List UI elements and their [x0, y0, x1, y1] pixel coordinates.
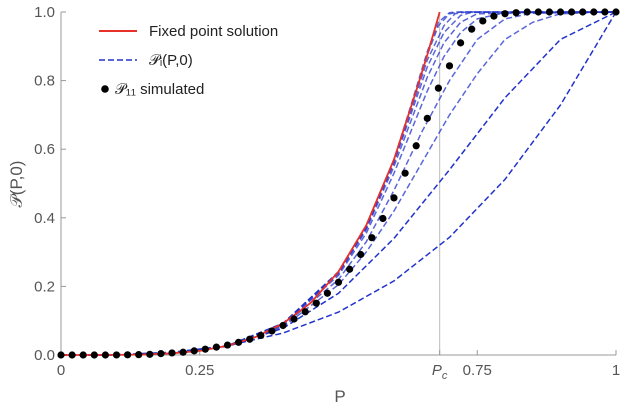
sim-point	[235, 338, 243, 346]
x-tick-label: Pc	[432, 362, 448, 382]
sim-point	[423, 114, 431, 122]
sim-point	[357, 250, 365, 259]
sim-point	[579, 8, 587, 16]
y-tick-label: 0.0	[34, 347, 55, 364]
sim-point	[290, 315, 298, 323]
sim-point	[523, 8, 531, 16]
sim-point	[90, 351, 98, 359]
dashed-curve-2	[60, 11, 617, 356]
series	[57, 8, 620, 359]
sim-point	[512, 9, 520, 17]
sim-point	[246, 335, 254, 343]
legend-label: Fixed point solution	[149, 23, 278, 40]
dashed-curve-1	[60, 11, 617, 356]
dashed-curve-9	[60, 11, 616, 356]
x-tick-label: 0.25	[185, 362, 214, 379]
y-tick-label: 0.2	[34, 278, 55, 295]
sim-point	[545, 8, 554, 16]
y-tick-label: 0.6	[34, 141, 55, 158]
sim-point	[479, 17, 487, 25]
legend-label: 𝒫ᵢ(P,0)	[149, 52, 193, 69]
sim-point	[434, 84, 442, 92]
fixed-point-curve	[61, 11, 441, 356]
dashed-curve-8	[60, 11, 616, 356]
sim-point	[257, 331, 265, 340]
sim-point	[601, 8, 609, 16]
sim-point	[612, 8, 620, 16]
y-axis-title: 𝒫(P,0)	[7, 161, 26, 208]
dashed-curve-3	[60, 11, 617, 356]
sim-point	[534, 8, 542, 16]
sim-point	[301, 308, 309, 316]
sim-point	[468, 25, 476, 33]
dashed-curve-7	[60, 11, 617, 356]
sim-point	[501, 10, 509, 18]
sim-point	[568, 8, 576, 16]
sim-point	[135, 351, 143, 359]
sim-point	[201, 345, 209, 353]
sim-point	[112, 351, 121, 359]
sim-point	[157, 350, 165, 358]
sim-point	[268, 327, 276, 335]
legend-swatch-dot	[101, 85, 109, 93]
dashed-curve-4	[60, 11, 617, 356]
sim-point	[79, 351, 87, 359]
sim-point	[412, 142, 420, 150]
dashed-curve-5	[60, 11, 617, 356]
sim-point	[590, 8, 598, 16]
ticks: 0 0.25 Pc 0.75 1 0.0 0.2 0.4 0.6 0.8 1.0	[34, 4, 620, 382]
dashed-curve-6	[60, 11, 617, 356]
sim-point	[401, 169, 409, 177]
sim-point	[368, 234, 376, 242]
sim-point	[312, 299, 320, 307]
sim-point	[124, 351, 132, 359]
x-tick-label: 0.75	[463, 362, 492, 379]
sim-point	[323, 289, 331, 297]
sim-point	[57, 351, 65, 359]
sim-point	[179, 348, 187, 356]
sim-point	[334, 278, 343, 286]
sim-point	[445, 62, 454, 70]
sim-point	[279, 321, 287, 330]
y-tick-label: 0.8	[34, 73, 55, 90]
x-tick-label: 0	[57, 362, 65, 379]
sim-point	[212, 343, 220, 351]
sim-point	[223, 341, 232, 349]
x-axis-title: P	[334, 387, 345, 406]
sim-point	[556, 8, 565, 16]
sim-point	[101, 351, 109, 359]
legend: Fixed point solution 𝒫ᵢ(P,0) 𝒫₁₁ simulated	[99, 23, 278, 98]
sim-point	[346, 265, 354, 273]
y-tick-label: 0.4	[34, 210, 55, 227]
dashed-curve-10	[60, 11, 616, 356]
sim-point	[457, 39, 465, 47]
sim-point	[490, 12, 498, 20]
legend-label: 𝒫₁₁ simulated	[115, 81, 204, 98]
y-tick-label: 1.0	[34, 4, 55, 21]
sim-point	[168, 349, 176, 357]
sim-point	[390, 194, 398, 202]
sim-point	[146, 350, 154, 358]
axes	[60, 12, 616, 356]
sim-point	[379, 214, 387, 223]
sim-point	[68, 351, 76, 359]
sim-point	[190, 347, 198, 355]
x-tick-label: 1	[612, 362, 620, 379]
